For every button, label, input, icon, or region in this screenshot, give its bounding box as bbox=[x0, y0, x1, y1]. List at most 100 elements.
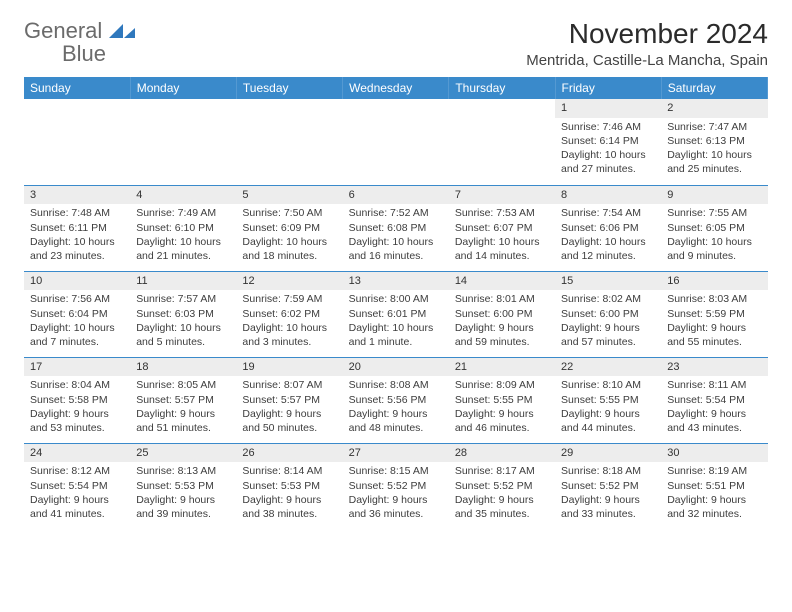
sunset-text: Sunset: 6:02 PM bbox=[242, 307, 336, 321]
calendar-week-row: 24Sunrise: 8:12 AMSunset: 5:54 PMDayligh… bbox=[24, 443, 768, 529]
daylight-text: Daylight: 10 hours and 9 minutes. bbox=[667, 235, 761, 263]
sunrise-text: Sunrise: 7:47 AM bbox=[667, 120, 761, 134]
day-number: 24 bbox=[24, 444, 130, 463]
sunrise-text: Sunrise: 8:08 AM bbox=[349, 378, 443, 392]
sunset-text: Sunset: 5:59 PM bbox=[667, 307, 761, 321]
sunrise-text: Sunrise: 8:02 AM bbox=[561, 292, 655, 306]
sunset-text: Sunset: 5:57 PM bbox=[242, 393, 336, 407]
sunrise-text: Sunrise: 7:52 AM bbox=[349, 206, 443, 220]
day-detail: Sunrise: 7:57 AMSunset: 6:03 PMDaylight:… bbox=[130, 290, 236, 353]
day-detail: Sunrise: 8:13 AMSunset: 5:53 PMDaylight:… bbox=[130, 462, 236, 525]
day-detail: Sunrise: 7:54 AMSunset: 6:06 PMDaylight:… bbox=[555, 204, 661, 267]
calendar-body: 1Sunrise: 7:46 AMSunset: 6:14 PMDaylight… bbox=[24, 99, 768, 529]
calendar-day-cell: 17Sunrise: 8:04 AMSunset: 5:58 PMDayligh… bbox=[24, 357, 130, 443]
day-number: 4 bbox=[130, 186, 236, 205]
logo-text-blue: Blue bbox=[62, 41, 106, 66]
calendar-day-cell: 29Sunrise: 8:18 AMSunset: 5:52 PMDayligh… bbox=[555, 443, 661, 529]
sunset-text: Sunset: 5:57 PM bbox=[136, 393, 230, 407]
day-number: 28 bbox=[449, 444, 555, 463]
calendar-day-cell: 20Sunrise: 8:08 AMSunset: 5:56 PMDayligh… bbox=[343, 357, 449, 443]
daylight-text: Daylight: 10 hours and 14 minutes. bbox=[455, 235, 549, 263]
daylight-text: Daylight: 10 hours and 25 minutes. bbox=[667, 148, 761, 176]
sunset-text: Sunset: 6:06 PM bbox=[561, 221, 655, 235]
sunset-text: Sunset: 5:55 PM bbox=[561, 393, 655, 407]
day-number: 7 bbox=[449, 186, 555, 205]
sunset-text: Sunset: 6:13 PM bbox=[667, 134, 761, 148]
calendar-day-cell: 23Sunrise: 8:11 AMSunset: 5:54 PMDayligh… bbox=[661, 357, 767, 443]
calendar-day-cell: 8Sunrise: 7:54 AMSunset: 6:06 PMDaylight… bbox=[555, 185, 661, 271]
daylight-text: Daylight: 9 hours and 57 minutes. bbox=[561, 321, 655, 349]
calendar-day-cell: 6Sunrise: 7:52 AMSunset: 6:08 PMDaylight… bbox=[343, 185, 449, 271]
day-number: 14 bbox=[449, 272, 555, 291]
sunset-text: Sunset: 5:55 PM bbox=[455, 393, 549, 407]
day-detail: Sunrise: 8:04 AMSunset: 5:58 PMDaylight:… bbox=[24, 376, 130, 439]
daylight-text: Daylight: 9 hours and 51 minutes. bbox=[136, 407, 230, 435]
sunrise-text: Sunrise: 7:56 AM bbox=[30, 292, 124, 306]
calendar-day-cell: 24Sunrise: 8:12 AMSunset: 5:54 PMDayligh… bbox=[24, 443, 130, 529]
daylight-text: Daylight: 10 hours and 5 minutes. bbox=[136, 321, 230, 349]
day-detail: Sunrise: 8:17 AMSunset: 5:52 PMDaylight:… bbox=[449, 462, 555, 525]
calendar-day-cell: 2Sunrise: 7:47 AMSunset: 6:13 PMDaylight… bbox=[661, 99, 767, 185]
month-title: November 2024 bbox=[526, 18, 768, 50]
calendar-day-cell bbox=[449, 99, 555, 185]
sunset-text: Sunset: 6:00 PM bbox=[561, 307, 655, 321]
day-detail: Sunrise: 8:08 AMSunset: 5:56 PMDaylight:… bbox=[343, 376, 449, 439]
calendar-day-cell: 14Sunrise: 8:01 AMSunset: 6:00 PMDayligh… bbox=[449, 271, 555, 357]
day-detail: Sunrise: 8:15 AMSunset: 5:52 PMDaylight:… bbox=[343, 462, 449, 525]
calendar-day-cell: 1Sunrise: 7:46 AMSunset: 6:14 PMDaylight… bbox=[555, 99, 661, 185]
calendar-week-row: 3Sunrise: 7:48 AMSunset: 6:11 PMDaylight… bbox=[24, 185, 768, 271]
logo-triangle-icon bbox=[109, 24, 135, 38]
sunset-text: Sunset: 6:03 PM bbox=[136, 307, 230, 321]
daylight-text: Daylight: 10 hours and 16 minutes. bbox=[349, 235, 443, 263]
weekday-heading: Sunday bbox=[24, 77, 130, 99]
day-number: 18 bbox=[130, 358, 236, 377]
weekday-heading: Tuesday bbox=[236, 77, 342, 99]
day-detail: Sunrise: 7:53 AMSunset: 6:07 PMDaylight:… bbox=[449, 204, 555, 267]
daylight-text: Daylight: 9 hours and 50 minutes. bbox=[242, 407, 336, 435]
daylight-text: Daylight: 9 hours and 33 minutes. bbox=[561, 493, 655, 521]
calendar-day-cell: 12Sunrise: 7:59 AMSunset: 6:02 PMDayligh… bbox=[236, 271, 342, 357]
sunset-text: Sunset: 5:52 PM bbox=[349, 479, 443, 493]
day-number: 11 bbox=[130, 272, 236, 291]
day-number: 20 bbox=[343, 358, 449, 377]
day-detail: Sunrise: 7:48 AMSunset: 6:11 PMDaylight:… bbox=[24, 204, 130, 267]
day-number: 26 bbox=[236, 444, 342, 463]
page-root: General Blue November 2024 Mentrida, Cas… bbox=[0, 0, 792, 612]
daylight-text: Daylight: 10 hours and 7 minutes. bbox=[30, 321, 124, 349]
daylight-text: Daylight: 9 hours and 32 minutes. bbox=[667, 493, 761, 521]
calendar-day-cell: 22Sunrise: 8:10 AMSunset: 5:55 PMDayligh… bbox=[555, 357, 661, 443]
day-number: 21 bbox=[449, 358, 555, 377]
sunset-text: Sunset: 5:54 PM bbox=[667, 393, 761, 407]
calendar-table: Sunday Monday Tuesday Wednesday Thursday… bbox=[24, 77, 768, 529]
day-detail: Sunrise: 8:18 AMSunset: 5:52 PMDaylight:… bbox=[555, 462, 661, 525]
day-detail: Sunrise: 8:09 AMSunset: 5:55 PMDaylight:… bbox=[449, 376, 555, 439]
sunset-text: Sunset: 6:10 PM bbox=[136, 221, 230, 235]
sunset-text: Sunset: 6:09 PM bbox=[242, 221, 336, 235]
day-detail: Sunrise: 7:59 AMSunset: 6:02 PMDaylight:… bbox=[236, 290, 342, 353]
day-number: 29 bbox=[555, 444, 661, 463]
daylight-text: Daylight: 10 hours and 27 minutes. bbox=[561, 148, 655, 176]
day-detail: Sunrise: 8:01 AMSunset: 6:00 PMDaylight:… bbox=[449, 290, 555, 353]
sunrise-text: Sunrise: 7:49 AM bbox=[136, 206, 230, 220]
day-detail bbox=[449, 118, 555, 124]
day-detail: Sunrise: 8:12 AMSunset: 5:54 PMDaylight:… bbox=[24, 462, 130, 525]
weekday-heading: Monday bbox=[130, 77, 236, 99]
calendar-day-cell: 19Sunrise: 8:07 AMSunset: 5:57 PMDayligh… bbox=[236, 357, 342, 443]
day-number: 9 bbox=[661, 186, 767, 205]
sunrise-text: Sunrise: 8:10 AM bbox=[561, 378, 655, 392]
calendar-week-row: 10Sunrise: 7:56 AMSunset: 6:04 PMDayligh… bbox=[24, 271, 768, 357]
calendar-day-cell: 9Sunrise: 7:55 AMSunset: 6:05 PMDaylight… bbox=[661, 185, 767, 271]
day-detail: Sunrise: 8:11 AMSunset: 5:54 PMDaylight:… bbox=[661, 376, 767, 439]
sunrise-text: Sunrise: 7:46 AM bbox=[561, 120, 655, 134]
sunset-text: Sunset: 6:08 PM bbox=[349, 221, 443, 235]
calendar-day-cell: 7Sunrise: 7:53 AMSunset: 6:07 PMDaylight… bbox=[449, 185, 555, 271]
sunrise-text: Sunrise: 8:03 AM bbox=[667, 292, 761, 306]
day-detail: Sunrise: 7:47 AMSunset: 6:13 PMDaylight:… bbox=[661, 118, 767, 181]
day-detail: Sunrise: 7:55 AMSunset: 6:05 PMDaylight:… bbox=[661, 204, 767, 267]
calendar-header-row: Sunday Monday Tuesday Wednesday Thursday… bbox=[24, 77, 768, 99]
sunrise-text: Sunrise: 7:48 AM bbox=[30, 206, 124, 220]
sunset-text: Sunset: 6:05 PM bbox=[667, 221, 761, 235]
day-number: 27 bbox=[343, 444, 449, 463]
calendar-day-cell: 4Sunrise: 7:49 AMSunset: 6:10 PMDaylight… bbox=[130, 185, 236, 271]
sunset-text: Sunset: 6:14 PM bbox=[561, 134, 655, 148]
